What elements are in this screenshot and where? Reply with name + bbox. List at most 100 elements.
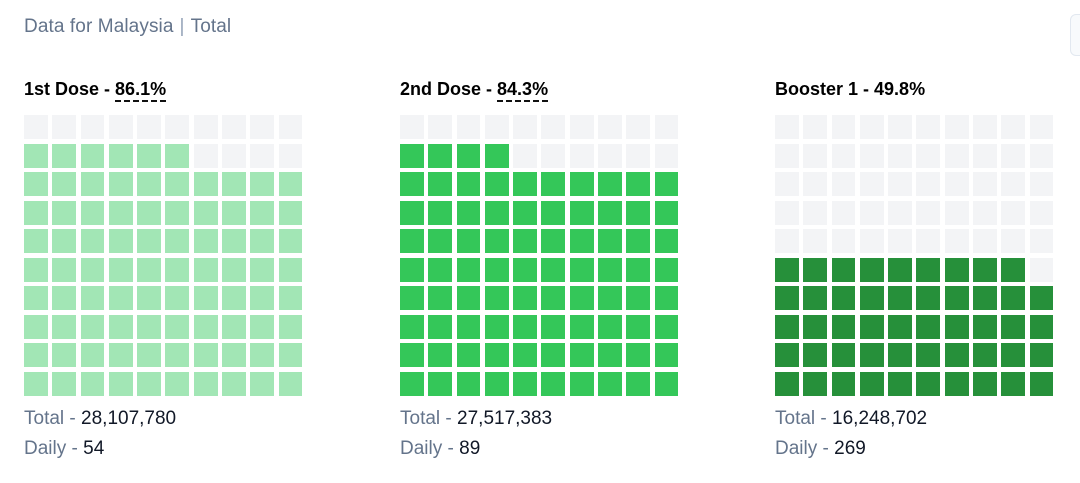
- waffle-cell-empty: [1001, 144, 1025, 168]
- waffle-grid: [400, 115, 678, 396]
- total-line: Total - 16,248,702: [775, 408, 927, 430]
- waffle-cell-empty: [775, 201, 799, 225]
- waffle-cell-filled: [626, 229, 650, 253]
- waffle-cell-empty: [626, 115, 650, 139]
- waffle-cell-filled: [279, 201, 303, 225]
- waffle-cell-empty: [570, 144, 594, 168]
- daily-line: Daily - 89: [400, 438, 480, 460]
- waffle-cell-filled: [222, 258, 246, 282]
- dose-label: 2nd Dose: [400, 79, 481, 99]
- waffle-cell-empty: [1030, 258, 1054, 282]
- waffle-cell-empty: [803, 201, 827, 225]
- waffle-cell-filled: [1001, 372, 1025, 396]
- waffle-cell-filled: [400, 201, 424, 225]
- waffle-cell-filled: [137, 372, 161, 396]
- waffle-cell-empty: [1030, 172, 1054, 196]
- waffle-cell-empty: [945, 144, 969, 168]
- waffle-cell-filled: [916, 343, 940, 367]
- waffle-cell-filled: [109, 144, 133, 168]
- waffle-cell-empty: [832, 172, 856, 196]
- dose-label: Booster 1: [775, 79, 858, 99]
- waffle-cell-filled: [803, 372, 827, 396]
- waffle-cell-filled: [137, 229, 161, 253]
- waffle-cell-filled: [52, 201, 76, 225]
- waffle-cell-empty: [916, 115, 940, 139]
- waffle-cell-empty: [250, 115, 274, 139]
- waffle-cell-empty: [400, 115, 424, 139]
- waffle-cell-filled: [973, 343, 997, 367]
- waffle-cell-empty: [570, 115, 594, 139]
- waffle-cell-filled: [165, 286, 189, 310]
- waffle-cell-filled: [428, 201, 452, 225]
- waffle-cell-filled: [775, 372, 799, 396]
- waffle-cell-empty: [803, 229, 827, 253]
- waffle-cell-filled: [655, 258, 679, 282]
- waffle-cell-filled: [1001, 315, 1025, 339]
- waffle-grid: [775, 115, 1053, 396]
- waffle-cell-filled: [860, 258, 884, 282]
- dose-percent[interactable]: 84.3%: [497, 79, 548, 102]
- waffle-cell-filled: [194, 258, 218, 282]
- waffle-cell-filled: [222, 201, 246, 225]
- waffle-cell-filled: [81, 229, 105, 253]
- waffle-cell-filled: [109, 201, 133, 225]
- waffle-cell-empty: [888, 115, 912, 139]
- waffle-cell-filled: [194, 172, 218, 196]
- waffle-cell-empty: [945, 172, 969, 196]
- waffle-cell-filled: [165, 229, 189, 253]
- waffle-cell-filled: [541, 201, 565, 225]
- waffle-cell-filled: [457, 286, 481, 310]
- waffle-cell-filled: [916, 286, 940, 310]
- waffle-cell-filled: [137, 343, 161, 367]
- panel-booster-1: Booster 1 - 49.8% Total - 16,248,702 Dai…: [775, 76, 1065, 102]
- waffle-cell-filled: [598, 229, 622, 253]
- waffle-cell-filled: [626, 286, 650, 310]
- waffle-cell-filled: [626, 258, 650, 282]
- waffle-cell-filled: [279, 258, 303, 282]
- dose-percent[interactable]: 86.1%: [115, 79, 166, 102]
- waffle-cell-empty: [655, 144, 679, 168]
- side-toggle-button[interactable]: [1070, 14, 1080, 56]
- waffle-cell-filled: [1001, 286, 1025, 310]
- waffle-cell-filled: [165, 144, 189, 168]
- waffle-cell-empty: [194, 115, 218, 139]
- total-value: 27,517,383: [457, 408, 552, 429]
- waffle-cell-filled: [250, 172, 274, 196]
- waffle-cell-empty: [973, 229, 997, 253]
- daily-value: 269: [834, 438, 866, 459]
- waffle-cell-filled: [279, 372, 303, 396]
- waffle-cell-filled: [52, 372, 76, 396]
- waffle-cell-filled: [916, 315, 940, 339]
- waffle-cell-filled: [513, 343, 537, 367]
- waffle-cell-filled: [250, 315, 274, 339]
- waffle-cell-filled: [81, 201, 105, 225]
- waffle-cell-filled: [541, 258, 565, 282]
- panel-title: Booster 1 - 49.8%: [775, 76, 1065, 102]
- waffle-cell-filled: [945, 258, 969, 282]
- waffle-cell-filled: [513, 286, 537, 310]
- waffle-cell-filled: [428, 343, 452, 367]
- waffle-cell-empty: [916, 144, 940, 168]
- waffle-cell-empty: [250, 144, 274, 168]
- waffle-cell-filled: [541, 286, 565, 310]
- waffle-cell-empty: [832, 144, 856, 168]
- waffle-cell-filled: [655, 315, 679, 339]
- panel-title: 1st Dose - 86.1%: [24, 76, 314, 102]
- waffle-cell-filled: [916, 258, 940, 282]
- waffle-cell-empty: [24, 115, 48, 139]
- waffle-cell-filled: [250, 258, 274, 282]
- waffle-cell-empty: [541, 115, 565, 139]
- waffle-cell-empty: [513, 144, 537, 168]
- waffle-cell-filled: [24, 229, 48, 253]
- waffle-cell-filled: [194, 229, 218, 253]
- waffle-cell-empty: [775, 229, 799, 253]
- waffle-cell-filled: [570, 258, 594, 282]
- waffle-cell-filled: [485, 172, 509, 196]
- waffle-cell-filled: [775, 286, 799, 310]
- waffle-cell-filled: [81, 286, 105, 310]
- waffle-cell-empty: [973, 201, 997, 225]
- waffle-cell-filled: [888, 286, 912, 310]
- waffle-cell-filled: [81, 343, 105, 367]
- waffle-cell-filled: [598, 343, 622, 367]
- waffle-cell-filled: [485, 372, 509, 396]
